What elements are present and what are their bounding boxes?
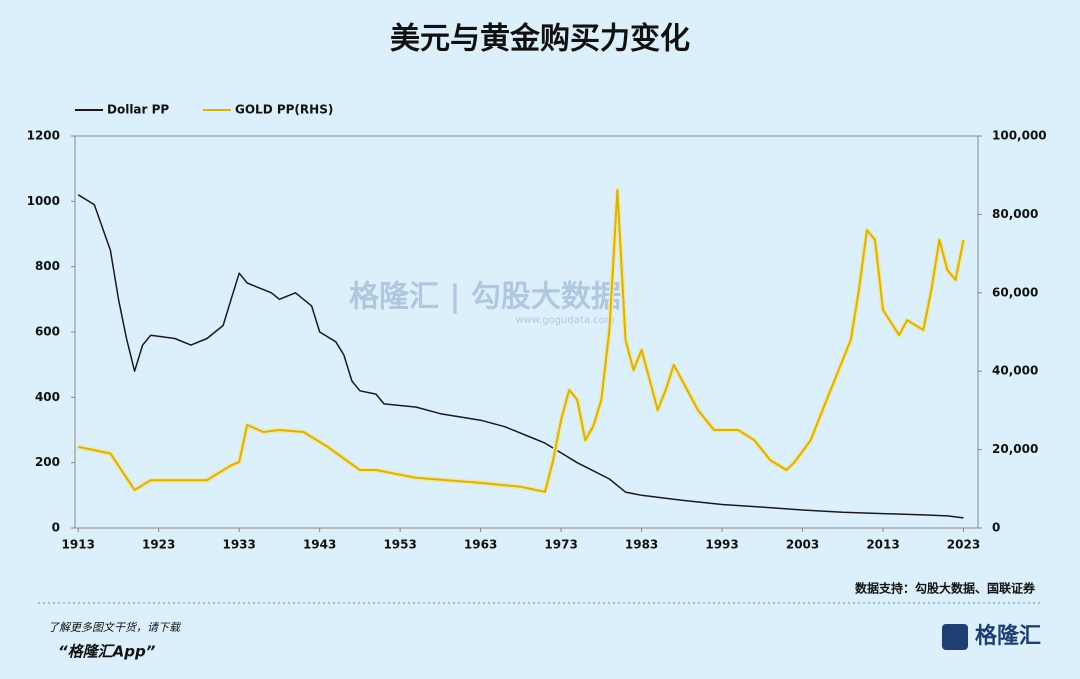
y2-tick-label: 80,000 xyxy=(992,207,1038,221)
chart-title: 美元与黄金购买力变化 xyxy=(390,22,690,57)
y-tick-label: 600 xyxy=(35,325,60,339)
y-tick-label: 1000 xyxy=(27,194,60,208)
y-tick-label: 1200 xyxy=(27,129,60,143)
x-tick-label: 1913 xyxy=(62,538,95,552)
y2-tick-label: 100,000 xyxy=(992,129,1047,143)
x-tick-label: 2013 xyxy=(866,538,899,552)
watermark: 格隆汇 | 勾股大数据 www.gogudata.com xyxy=(349,280,621,327)
x-tick-label: 1993 xyxy=(705,538,738,552)
watermark-url: www.gogudata.com xyxy=(515,315,614,326)
y-tick-label: 200 xyxy=(35,455,60,469)
x-tick-label: 1983 xyxy=(625,538,658,552)
x-tick-label: 2023 xyxy=(947,538,980,552)
line xyxy=(77,189,965,493)
logo-icon xyxy=(942,624,968,650)
y-tick-label: 800 xyxy=(35,259,60,273)
x-tick-label: 1923 xyxy=(142,538,175,552)
y2-tick-label: 40,000 xyxy=(992,364,1038,378)
x-tick-label: 1933 xyxy=(222,538,255,552)
watermark-text: 格隆汇 | 勾股大数据 xyxy=(349,280,621,315)
plot-frame xyxy=(74,135,979,529)
x-tick-label: 1963 xyxy=(464,538,497,552)
legend-label: Dollar PP xyxy=(107,103,169,117)
line-glow xyxy=(77,187,966,495)
line xyxy=(77,194,964,519)
x-tick-label: 1973 xyxy=(544,538,577,552)
y-tick-label: 0 xyxy=(52,521,60,535)
logo-text: 格隆汇 xyxy=(975,623,1041,649)
source: 数据支持：勾股大数据、国联证券 xyxy=(855,581,1036,596)
footer-app: “格隆汇App” xyxy=(58,643,156,661)
y2-tick-label: 60,000 xyxy=(992,285,1038,299)
x-tick-label: 2003 xyxy=(786,538,819,552)
x-tick-label: 1943 xyxy=(303,538,336,552)
y2-tick-label: 20,000 xyxy=(992,442,1038,456)
legend-label: GOLD PP(RHS) xyxy=(235,103,333,117)
y2-tick-label: 0 xyxy=(992,521,1000,535)
x-tick-label: 1953 xyxy=(383,538,416,552)
y-tick-label: 400 xyxy=(35,390,60,404)
footer-note: 了解更多图文干货，请下载 xyxy=(48,621,182,634)
